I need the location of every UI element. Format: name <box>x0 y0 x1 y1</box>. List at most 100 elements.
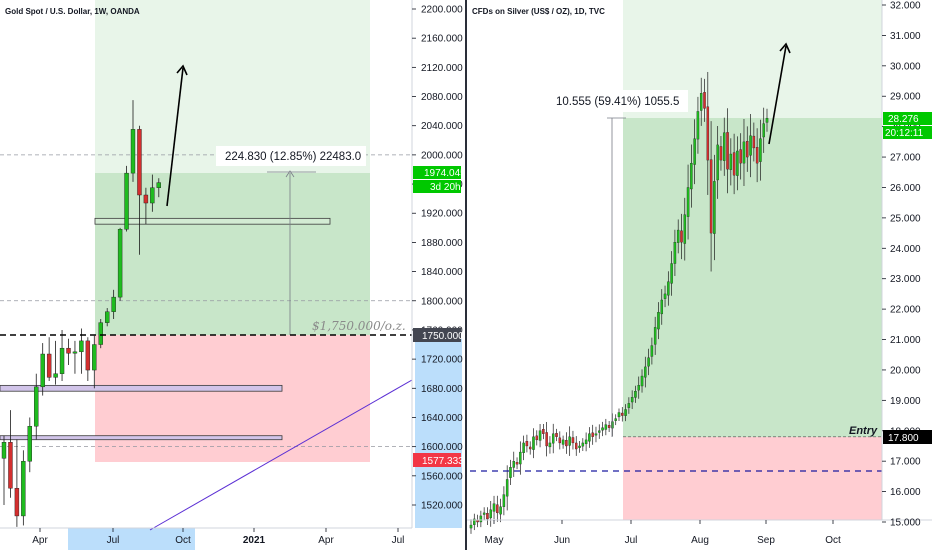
candle <box>14 488 20 517</box>
price-tag-current: 28.276 <box>883 112 932 125</box>
y-tick-label: 29.000 <box>890 92 921 103</box>
candle <box>505 479 509 497</box>
candle <box>627 403 631 408</box>
candle <box>667 281 670 296</box>
candle <box>46 353 52 378</box>
gold-chart-title: Gold Spot / U.S. Dollar, 1W, OANDA <box>5 7 140 16</box>
candle <box>66 347 71 354</box>
candle <box>676 229 680 243</box>
y-tick-label: 32.000 <box>890 1 921 12</box>
candle <box>117 229 123 298</box>
candle <box>143 194 149 204</box>
y-tick-label: 20.000 <box>890 365 921 376</box>
candle <box>545 432 548 447</box>
candle <box>535 435 539 441</box>
candle <box>34 386 39 427</box>
candle <box>137 129 142 196</box>
support-box[interactable] <box>0 384 283 392</box>
candle <box>532 436 535 450</box>
price-tag-current: 1974.045 <box>413 166 466 179</box>
candle <box>749 135 752 156</box>
projection-arrow-head <box>779 42 791 54</box>
candle <box>660 299 664 315</box>
measure-label-box <box>216 146 366 166</box>
y-tick-label: 15.000 <box>890 518 921 529</box>
candle <box>79 340 84 353</box>
candle <box>525 441 529 447</box>
candle <box>732 152 736 176</box>
candle <box>647 357 650 367</box>
candle <box>584 439 588 445</box>
svg-text:17.800: 17.800 <box>888 433 919 444</box>
candle <box>104 311 110 323</box>
candle <box>53 373 58 378</box>
candle <box>538 430 542 441</box>
y-tick-label: 17.000 <box>890 457 921 468</box>
candle <box>565 440 568 447</box>
candle <box>542 429 545 434</box>
candle <box>736 150 739 176</box>
svg-text:20:12:11: 20:12:11 <box>885 128 924 139</box>
candle <box>617 412 621 418</box>
y-tick-label: 1600.000 <box>421 442 463 453</box>
candle <box>548 442 552 448</box>
support-box[interactable] <box>94 217 331 225</box>
x-tick-label: Aug <box>691 535 709 546</box>
candle <box>598 430 601 433</box>
candle <box>558 437 562 444</box>
candle <box>492 503 496 512</box>
candle <box>686 187 690 217</box>
y-tick-label: 25.000 <box>890 213 921 224</box>
candle <box>479 515 483 523</box>
y-tick-label: 31.000 <box>890 31 921 42</box>
y-tick-label: 1840.000 <box>421 267 463 278</box>
y-tick-label: 23.000 <box>890 274 921 285</box>
candle <box>601 427 604 431</box>
x-tick-label: Jul <box>392 535 405 546</box>
y-tick-label: 1800.000 <box>421 296 463 307</box>
candle <box>519 451 522 465</box>
candle <box>561 439 565 445</box>
stop-loss-zone <box>623 437 882 520</box>
candle <box>696 111 700 140</box>
candle <box>716 144 719 181</box>
candle <box>27 426 32 462</box>
trend-line[interactable] <box>149 379 413 531</box>
price-tag-stop: 1577.333 <box>413 453 464 467</box>
svg-text:1974.045: 1974.045 <box>424 168 466 179</box>
candle <box>699 93 703 111</box>
y-tick-label: 22.000 <box>890 305 921 316</box>
candle <box>40 353 45 388</box>
support-box[interactable] <box>0 435 283 441</box>
projection-arrow <box>166 67 184 207</box>
candle <box>739 149 742 164</box>
candle <box>522 442 525 454</box>
candle <box>578 445 581 448</box>
candle <box>555 433 558 437</box>
candle <box>571 437 575 444</box>
x-tick-label: Oct <box>175 535 191 546</box>
candle <box>611 421 614 429</box>
candle <box>489 509 492 519</box>
y-tick-label: 2040.000 <box>421 121 463 132</box>
profit-zone <box>623 118 882 437</box>
y-tick-label: 21.000 <box>890 335 921 346</box>
x-tick-label: Jun <box>554 535 570 546</box>
candle <box>657 312 660 330</box>
candle <box>683 214 687 244</box>
candle <box>693 138 696 165</box>
candle <box>551 433 555 444</box>
price-range-highlight <box>415 338 462 528</box>
candle <box>21 461 26 517</box>
y-tick-label: 1640.000 <box>421 413 463 424</box>
candle <box>574 442 578 450</box>
price-tag-entry: 17.800 <box>883 430 932 444</box>
x-tick-label: 2021 <box>243 535 266 546</box>
candle <box>124 172 129 230</box>
candle <box>726 132 729 170</box>
candle <box>150 187 155 204</box>
svg-text:3d 20h: 3d 20h <box>430 182 461 193</box>
y-tick-label: 2080.000 <box>421 92 463 103</box>
candle <box>644 366 647 378</box>
